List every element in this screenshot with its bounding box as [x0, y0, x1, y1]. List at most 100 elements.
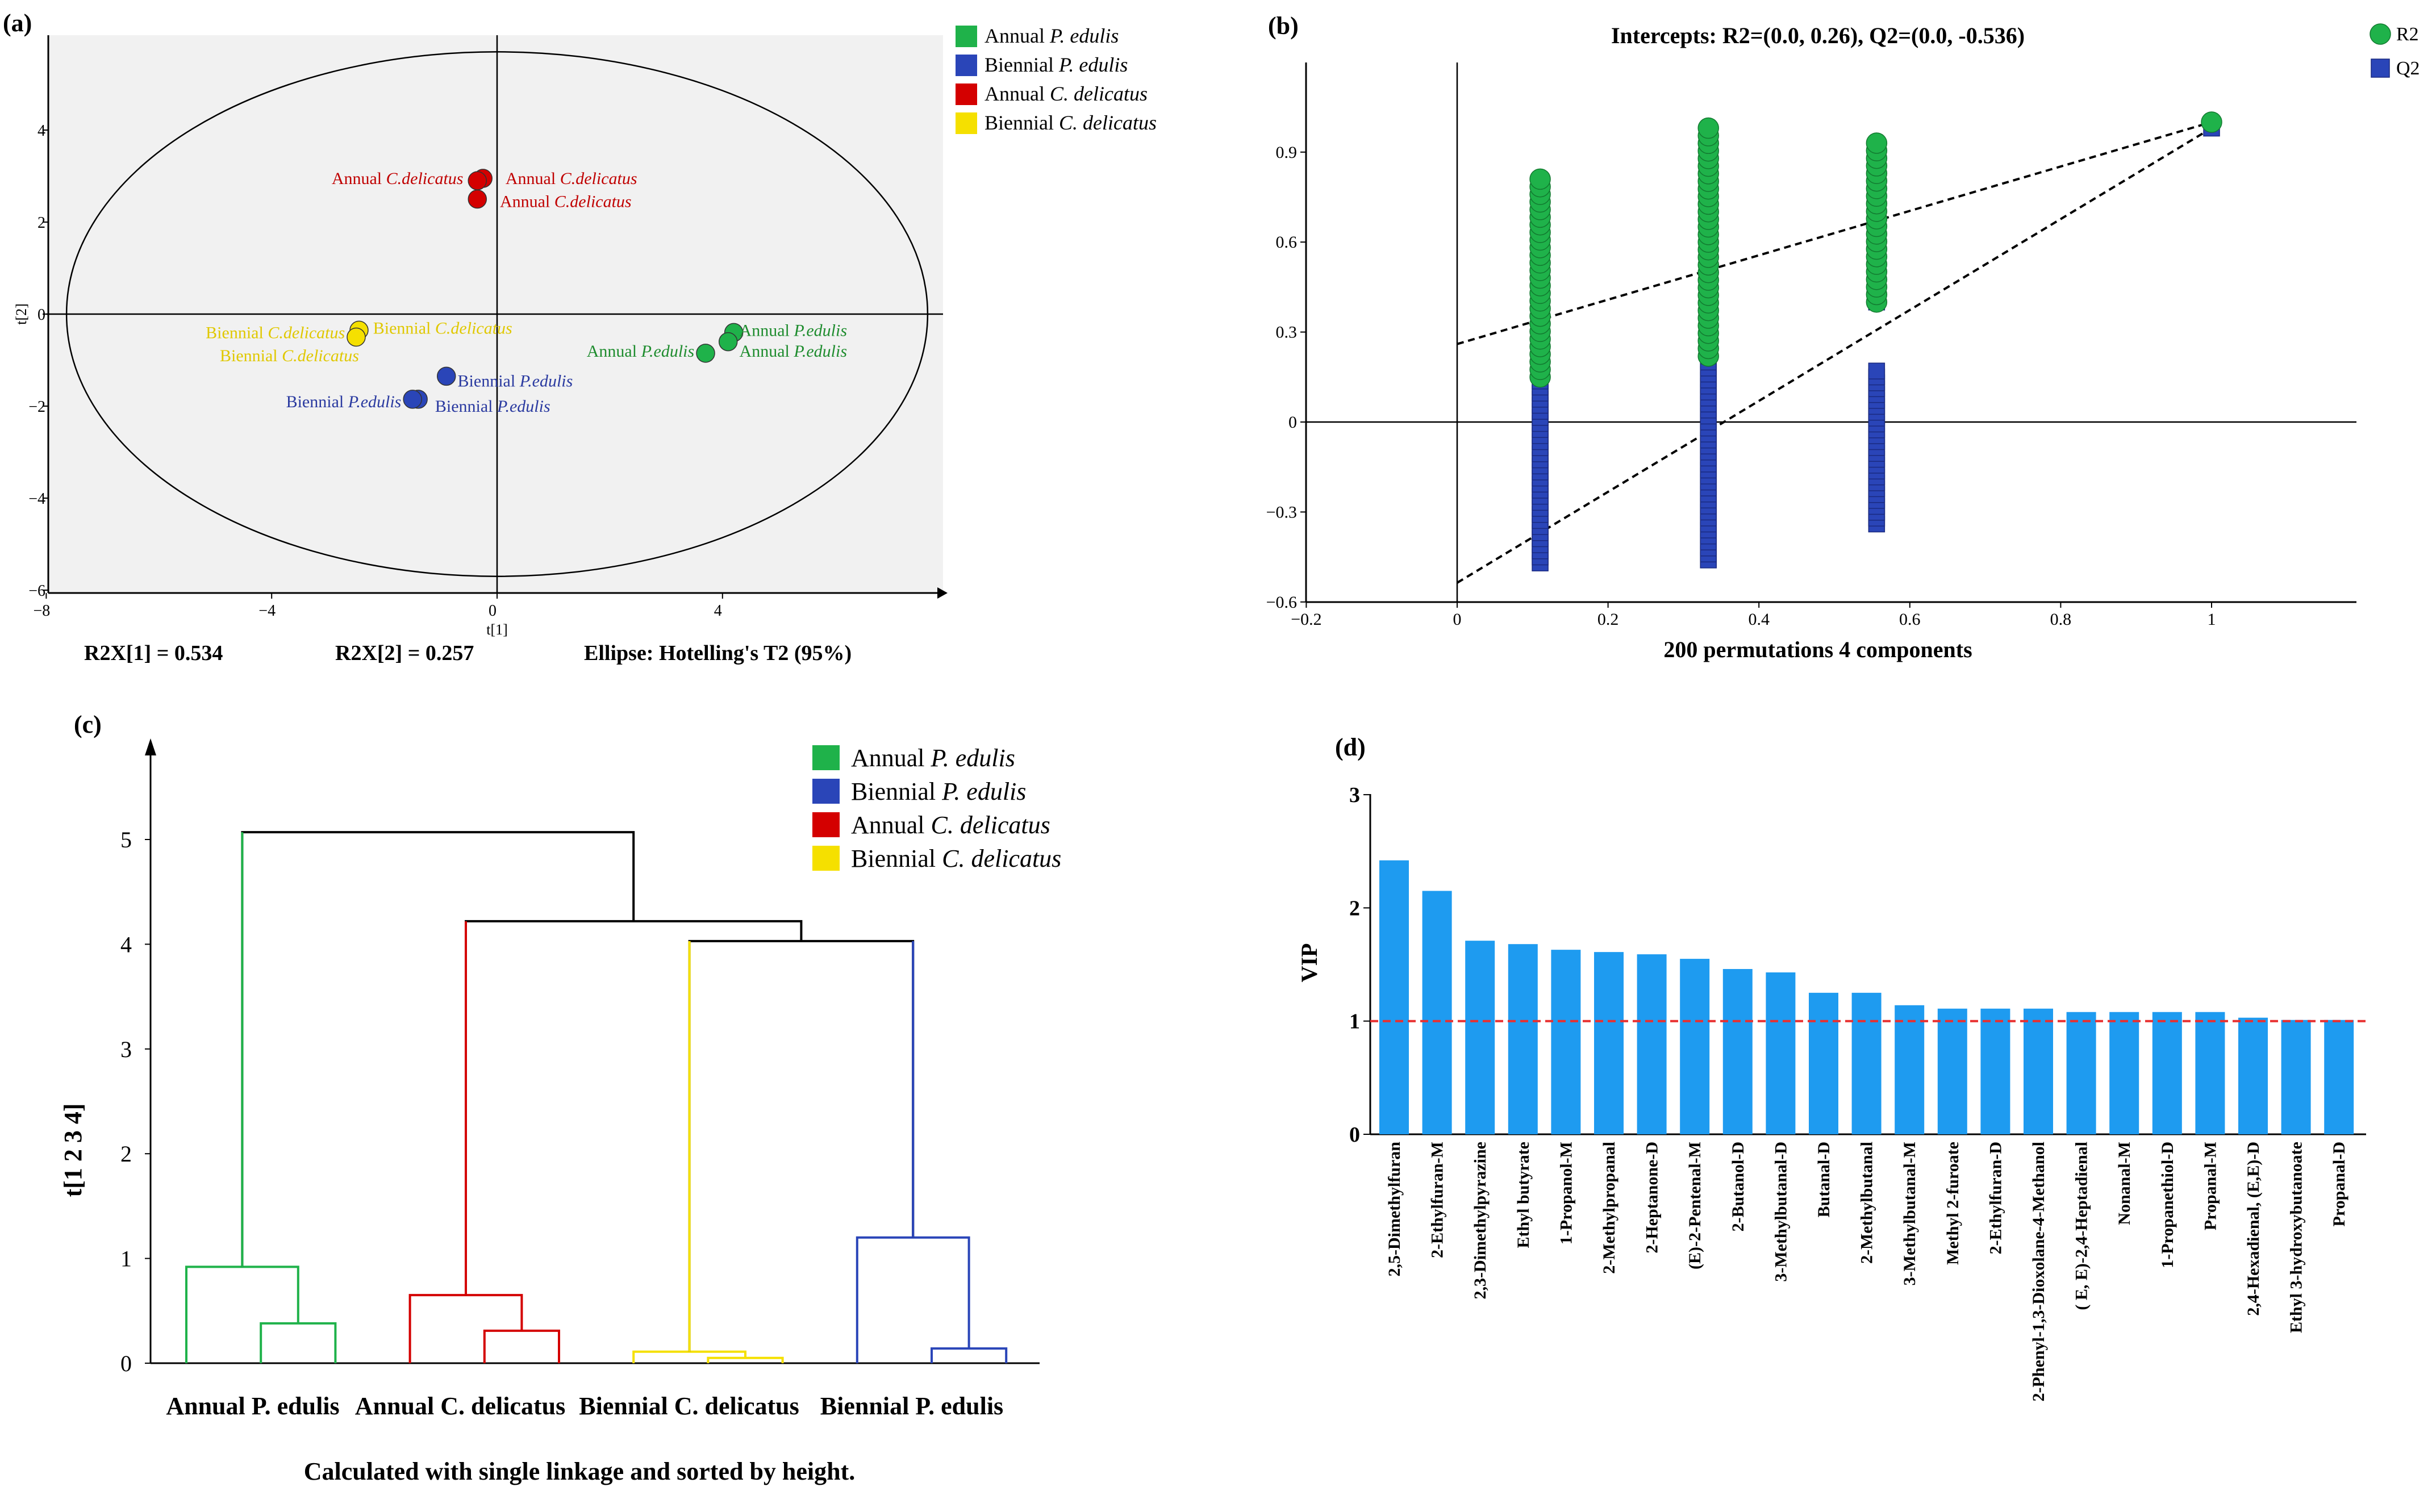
score-point: [468, 171, 487, 190]
group-label-prefix: Annual: [166, 1392, 251, 1420]
legend-swatch: [956, 55, 977, 76]
group-label: Biennial P. edulis: [820, 1392, 1003, 1420]
category-label: 2,5-Dimethylfuran: [1385, 1142, 1404, 1277]
point-label-species: P.edulis: [793, 321, 847, 340]
vip-bar: [1551, 950, 1581, 1134]
legend-entry: Biennial P. edulis: [985, 53, 1128, 76]
x-tick-label: −8: [34, 602, 51, 620]
point-label: Biennial P.edulis: [435, 397, 550, 416]
category-label: 3-Methylbutanal-M: [1900, 1142, 1919, 1285]
point-label: Biennial C.delicatus: [206, 323, 345, 342]
point-label-prefix: Biennial: [220, 346, 282, 365]
y-tick-label: 0.9: [1276, 143, 1298, 162]
y-tick-label: −6: [28, 582, 45, 600]
point-label-species: C.delicatus: [560, 169, 637, 188]
dendrogram-link: [688, 939, 915, 1352]
score-point: [347, 327, 366, 347]
legend-entry: Annual P. edulis: [985, 24, 1119, 47]
dendrogram-link: [931, 1347, 1008, 1363]
group-label: Biennial C. delicatus: [579, 1392, 799, 1420]
category-label: Ethyl butyrate: [1514, 1142, 1533, 1248]
x-axis-title: 200 permutations 4 components: [1663, 637, 1972, 662]
dendrogram-link: [408, 1294, 523, 1363]
legend-entry-species: C. delicatus: [1050, 82, 1148, 105]
point-label: Annual C.delicatus: [506, 169, 637, 188]
y-tick-label: 3: [120, 1037, 132, 1062]
permutation-points: [1529, 111, 2222, 571]
point-label: Annual C.delicatus: [332, 169, 464, 188]
stat-r2x2: R2X[2] = 0.257: [335, 641, 474, 665]
point-label: Annual C.delicatus: [500, 193, 632, 211]
score-point: [468, 189, 487, 209]
vip-bar: [1465, 941, 1495, 1134]
legend-marker: [2371, 59, 2390, 78]
vip-bar: [2109, 1012, 2139, 1134]
legend-swatch: [956, 83, 977, 105]
vip-bar: [1422, 891, 1452, 1134]
legend-entry-prefix: Annual: [985, 24, 1050, 47]
point-label-prefix: Annual: [332, 169, 386, 188]
legend-label: R2: [2396, 24, 2419, 45]
dendrogram-link: [632, 1350, 746, 1363]
r2-point: [1529, 168, 1551, 190]
x-tick-label: 0.4: [1748, 610, 1770, 629]
vip-bar: [1680, 959, 1710, 1134]
category-label: (E)-2-Pentenal-M: [1686, 1142, 1704, 1269]
chart-title: Intercepts: R2=(0.0, 0.26), Q2=(0.0, -0.…: [1611, 23, 2025, 48]
x-tick-label: 4: [714, 602, 722, 620]
vip-bar: [1895, 1005, 1925, 1134]
y-tick-label: 2: [37, 214, 45, 232]
point-label-species: P.edulis: [497, 397, 550, 416]
legend-entry-species: C. delicatus: [942, 845, 1061, 872]
point-label-species: C.delicatus: [268, 323, 345, 342]
x-axis-arrow: [937, 587, 948, 599]
point-label-prefix: Biennial: [458, 371, 520, 390]
panel-b-label: (b): [1268, 12, 1299, 40]
y-tick-label: 5: [120, 827, 132, 853]
legend-entry: Annual P. edulis: [851, 744, 1015, 772]
legend-entry: Annual C. delicatus: [985, 82, 1148, 105]
r2-point: [1866, 132, 1888, 154]
y-tick-label: −0.6: [1266, 593, 1297, 612]
y-tick-label: −4: [28, 490, 45, 508]
category-label: Propanal-M: [2201, 1142, 2220, 1230]
group-label-prefix: Biennial: [579, 1392, 674, 1420]
point-label: Biennial C.delicatus: [373, 319, 512, 337]
panel-a-label: (a): [3, 9, 32, 37]
category-labels: 2,5-Dimethylfuran 2-Ethylfuran-M 2,3-Dimet…: [1385, 1142, 2348, 1402]
legend-swatch: [956, 112, 977, 134]
group-label-species: C. delicatus: [440, 1392, 565, 1420]
category-label: ( E, E)-2,4-Heptadienal: [2072, 1142, 2091, 1310]
category-label: 1-Propanethiol-D: [2158, 1142, 2177, 1268]
group-label-prefix: Biennial: [820, 1392, 916, 1420]
point-label: Biennial P.edulis: [286, 392, 402, 411]
category-label: Methyl 2-furoate: [1943, 1142, 1962, 1265]
vip-bar: [1937, 1008, 1967, 1134]
point-label: Biennial C.delicatus: [220, 346, 359, 365]
legend-entry-prefix: Biennial: [985, 53, 1059, 76]
category-label: 1-Propanol-M: [1557, 1142, 1575, 1244]
legend-entry-species: C. delicatus: [1059, 111, 1157, 134]
y-tick-label: 1: [120, 1246, 132, 1272]
point-label-species: P.edulis: [793, 342, 847, 361]
score-point: [696, 344, 715, 363]
dendrogram-link: [241, 831, 635, 1267]
x-tick-label: 0.6: [1899, 610, 1921, 629]
y-tick-label: 0.3: [1276, 323, 1298, 342]
vip-bar: [2238, 1017, 2268, 1134]
vip-bar: [2024, 1008, 2053, 1134]
point-label-prefix: Biennial: [373, 319, 435, 337]
y-tick-label: −2: [28, 398, 45, 416]
dendrogram-link: [185, 1265, 299, 1363]
legend-entry-species: C. delicatus: [931, 811, 1050, 839]
y-tick-label: 2: [1349, 896, 1360, 920]
point-label-prefix: Annual: [740, 342, 794, 361]
dendrogram-caption: Calculated with single linkage and sorte…: [304, 1457, 856, 1485]
legend-marker: [2370, 23, 2391, 45]
legend-entry: Biennial P. edulis: [851, 778, 1026, 805]
legend-entry: Annual C. delicatus: [851, 811, 1050, 839]
legend-swatch: [956, 26, 977, 47]
vip-bar: [1809, 992, 1838, 1134]
